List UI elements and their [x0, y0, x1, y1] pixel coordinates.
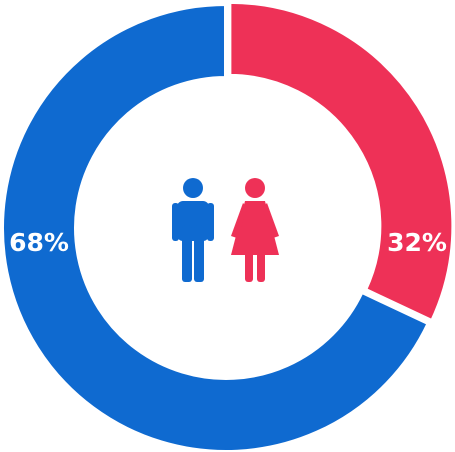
- female-icon: [231, 178, 279, 282]
- donut-segment: [0, 1, 432, 452]
- donut-segment: [227, 0, 455, 324]
- value-label: 68%: [9, 228, 69, 257]
- male-icon: [172, 178, 214, 282]
- value-label: 32%: [387, 228, 447, 257]
